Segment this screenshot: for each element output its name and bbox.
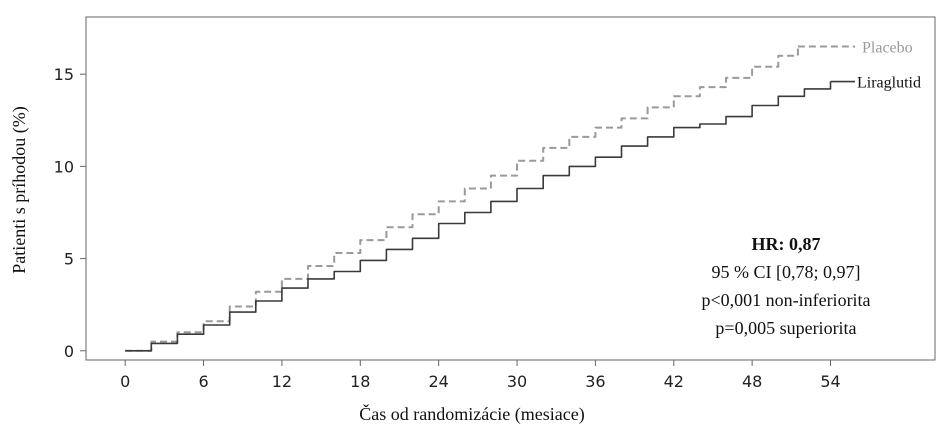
series-line-placebo bbox=[125, 46, 799, 352]
x-tick-label: 42 bbox=[664, 372, 684, 391]
x-axis-title: Čas od randomizácie (mesiace) bbox=[359, 403, 584, 425]
x-tick-label: 54 bbox=[820, 372, 840, 391]
y-tick-label: 15 bbox=[54, 65, 74, 84]
x-tick-label: 36 bbox=[585, 372, 605, 391]
y-tick-label: 10 bbox=[54, 157, 74, 176]
x-tick-label: 18 bbox=[350, 372, 370, 391]
y-axis-ticks: 0 5 10 15 bbox=[54, 65, 86, 361]
annotation-p-noninferiority: p<0,001 non-inferiorita bbox=[701, 290, 870, 310]
series-line-liraglutid bbox=[125, 81, 832, 352]
plot-frame bbox=[85, 16, 936, 361]
y-tick-label: 0 bbox=[64, 342, 74, 361]
x-tick-label: 24 bbox=[428, 372, 448, 391]
x-tick-label: 48 bbox=[742, 372, 762, 391]
x-tick-label: 12 bbox=[272, 372, 292, 391]
annotation-ci: 95 % CI [0,78; 0,97] bbox=[712, 262, 861, 282]
y-tick-label: 5 bbox=[64, 250, 74, 269]
legend-placebo: Placebo bbox=[862, 40, 913, 57]
y-axis-title: Patienti s príhodou (%) bbox=[9, 106, 30, 273]
series-labels: Placebo Liraglutid bbox=[857, 40, 921, 92]
x-tick-label: 6 bbox=[198, 372, 208, 391]
x-axis-ticks: 0 6 12 18 24 30 36 42 48 54 bbox=[120, 360, 841, 391]
x-tick-label: 30 bbox=[507, 372, 527, 391]
x-tick-label: 0 bbox=[120, 372, 130, 391]
hr-annotation: HR: 0,87 95 % CI [0,78; 0,97] p<0,001 no… bbox=[701, 234, 870, 338]
series-layer bbox=[125, 45, 855, 352]
legend-liraglutid: Liraglutid bbox=[857, 75, 921, 92]
annotation-hr: HR: 0,87 bbox=[752, 234, 821, 254]
annotation-p-superiority: p=0,005 superiorita bbox=[715, 318, 856, 338]
